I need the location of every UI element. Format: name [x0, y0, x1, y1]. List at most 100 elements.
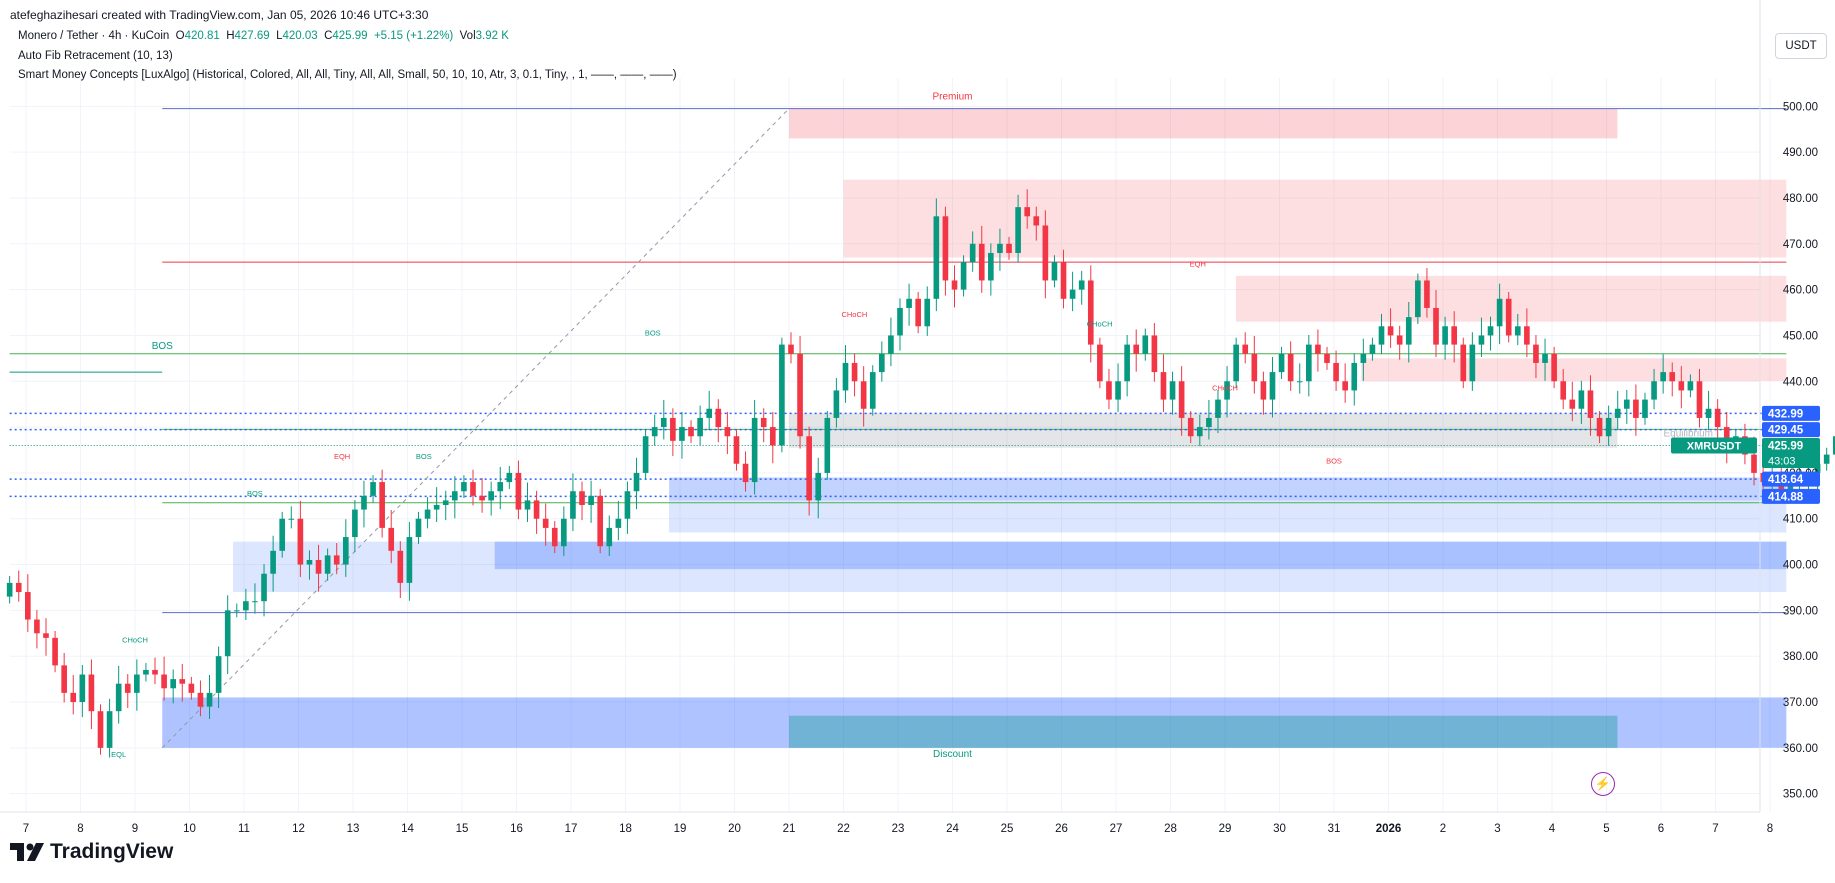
candle [742, 451, 749, 492]
candle-body [997, 243, 1003, 253]
candle [1596, 411, 1603, 444]
indicator-fib-legend[interactable]: Auto Fib Retracement (10, 13) [18, 50, 173, 62]
candle [1242, 332, 1249, 364]
candle [1287, 341, 1294, 391]
candle [1378, 313, 1385, 355]
candle-body [1351, 362, 1358, 391]
candle [1569, 381, 1576, 422]
candle [978, 225, 985, 293]
candle-body [1324, 353, 1330, 363]
lightning-icon[interactable]: ⚡ [1591, 772, 1615, 796]
candle-body [1015, 207, 1021, 253]
candle [1614, 390, 1621, 431]
candle [279, 511, 286, 558]
candle-body [1378, 326, 1385, 345]
candle [1578, 380, 1585, 424]
high-label: H [226, 30, 235, 42]
candle [597, 488, 604, 554]
candle-body [824, 417, 831, 473]
currency-button[interactable]: USDT [1775, 33, 1827, 59]
indicator-smc-legend[interactable]: Smart Money Concepts [LuxAlgo] (Historic… [18, 69, 677, 81]
candle-body [324, 555, 331, 574]
candle-body [1078, 280, 1085, 290]
candle-body [1696, 381, 1703, 418]
candle [688, 420, 694, 444]
candle [570, 473, 576, 532]
x-tick-label: 14 [401, 823, 414, 835]
candle [1633, 384, 1639, 436]
candle [1487, 316, 1494, 351]
symbol-legend[interactable]: Monero / Tether · 4h · KuCoin O420.81 H4… [18, 30, 509, 42]
candle [1360, 338, 1367, 381]
candle [70, 674, 77, 715]
candle-body [461, 482, 467, 492]
x-tick-label: 5 [1603, 823, 1609, 835]
price-label-text: 429.45 [1768, 425, 1804, 437]
candle [769, 411, 776, 464]
candle-body [1333, 362, 1339, 382]
candle [1451, 311, 1458, 363]
candle-body [1387, 326, 1394, 336]
candle [1160, 354, 1167, 412]
candle-body [1369, 344, 1376, 354]
x-tick-label: 4 [1549, 823, 1556, 835]
candle-body [679, 427, 685, 441]
candle-body [969, 243, 976, 263]
tradingview-logo[interactable]: TradingView [10, 840, 173, 864]
structure-label: CHoCH [841, 310, 867, 319]
candle [224, 595, 231, 675]
x-tick-label: 28 [1164, 823, 1177, 835]
candle [43, 618, 49, 656]
candle-body [1524, 326, 1530, 345]
candle-body [497, 482, 504, 492]
structure-labels-layer: CHoCH BOS BOS EQH BOS BOS CHoCH CHoCH EQH CHoCH BO… [111, 91, 1713, 760]
candle [915, 291, 921, 334]
candle-body [524, 500, 531, 510]
candle [1033, 206, 1040, 241]
candle [470, 469, 476, 506]
x-tick-label: 7 [23, 823, 29, 835]
price-label-text: 432.99 [1768, 408, 1803, 420]
candle-body [978, 243, 985, 281]
x-tick-label: 17 [565, 823, 578, 835]
candle [215, 646, 222, 708]
candle [1178, 366, 1185, 436]
candle [1687, 374, 1694, 398]
candle [379, 469, 385, 538]
candle-body [1514, 326, 1521, 336]
candle-body [134, 674, 140, 693]
candle-body [288, 518, 295, 520]
candle [988, 243, 994, 296]
candle-body [352, 509, 358, 538]
candle-body [1215, 399, 1221, 418]
candle [851, 353, 858, 397]
structure-label: BOS [416, 452, 432, 461]
candle-body [34, 619, 40, 634]
candle [833, 378, 840, 428]
candle-body [1424, 280, 1430, 308]
candle-body [1823, 454, 1830, 464]
price-label-green: 425.99 43:03 XMRUSDT [1671, 437, 1820, 468]
close-value: 425.99 [332, 30, 368, 42]
candle-body [879, 353, 885, 373]
candle-body [1405, 317, 1412, 345]
candle-body [579, 491, 585, 505]
candle-body [1278, 353, 1285, 373]
candle [306, 550, 313, 580]
price-label-blue: 414.88 [1762, 488, 1820, 504]
candle-body [1660, 372, 1666, 382]
candle-body [1633, 399, 1639, 418]
candle [1260, 371, 1267, 415]
candle [951, 265, 958, 308]
candle-body [706, 408, 713, 418]
candle [461, 475, 467, 499]
candle-body [1460, 344, 1467, 382]
change-value: +5.15 (+1.22%) [373, 30, 454, 42]
candle [497, 466, 504, 510]
candle-body [1124, 344, 1130, 382]
candle-body [243, 601, 249, 611]
candle [1469, 332, 1476, 391]
candle [806, 426, 812, 516]
candle [506, 466, 513, 489]
